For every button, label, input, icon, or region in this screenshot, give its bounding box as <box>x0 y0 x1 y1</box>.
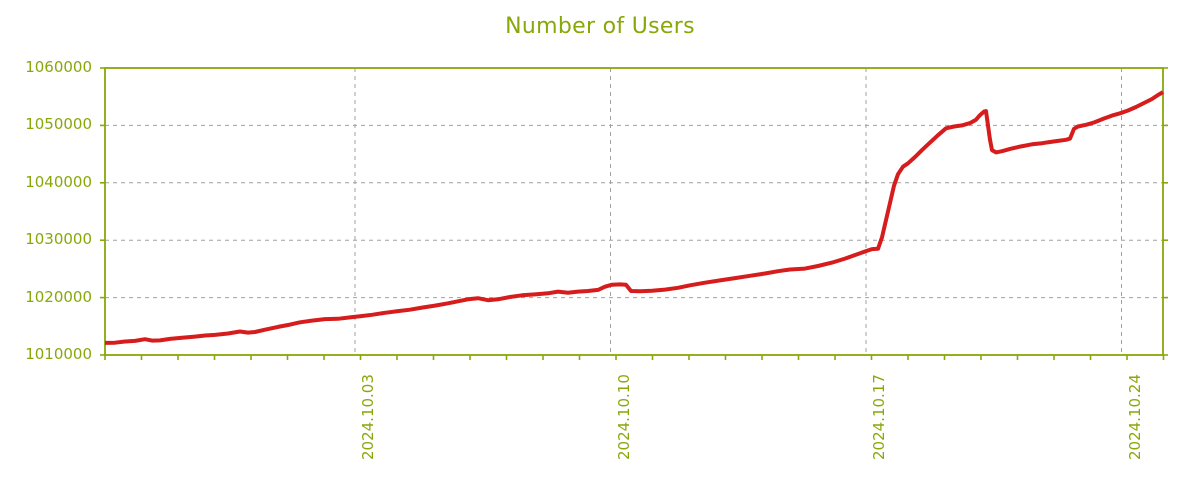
y-axis-tick-label: 1010000 <box>25 345 92 363</box>
y-axis-ticks <box>100 67 1168 356</box>
chart-title: Number of Users <box>505 14 695 39</box>
x-axis-tick-label: 2024.10.17 <box>870 374 888 460</box>
y-axis-tick-label: 1040000 <box>25 172 92 191</box>
x-axis-ticks <box>104 355 1165 360</box>
x-axis-tick-label: 2024.10.10 <box>614 374 633 460</box>
x-axis-tick-label: 2024.10.24 <box>1125 374 1144 460</box>
axis-frame <box>104 67 1164 356</box>
data-series-line <box>104 90 1165 345</box>
y-axis-tick-label: 1020000 <box>25 287 92 306</box>
x-axis-tick-label: 2024.10.03 <box>359 374 377 460</box>
y-axis-tick-label: 1050000 <box>25 115 92 134</box>
y-axis-tick-labels: 1060000 1050000 1040000 1030000 1020000 10100… <box>0 0 92 500</box>
y-axis-tick-label: 1030000 <box>25 230 92 249</box>
y-axis-tick-label: 1060000 <box>25 58 92 76</box>
